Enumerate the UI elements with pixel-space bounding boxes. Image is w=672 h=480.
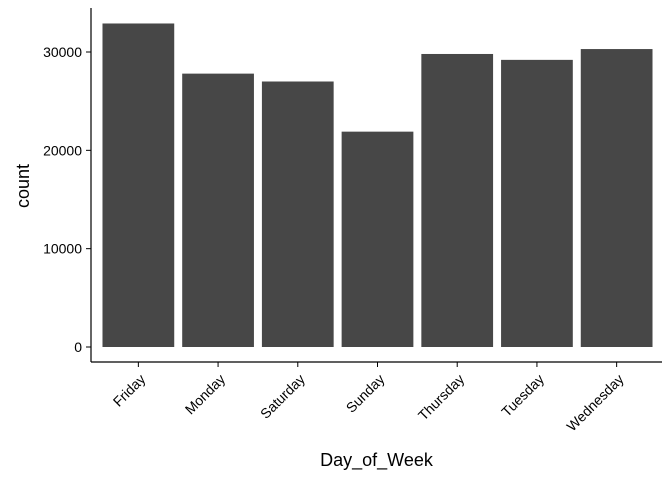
x-tick-label: Wednesday bbox=[563, 371, 626, 434]
bar-wednesday bbox=[580, 49, 653, 348]
x-tick-label: Friday bbox=[110, 371, 149, 410]
x-axis-ticks: Friday Monday Saturday Sunday Thursday Tuesda… bbox=[110, 362, 627, 434]
y-tick-label: 20000 bbox=[43, 142, 82, 158]
y-tick-label: 10000 bbox=[43, 241, 82, 257]
bar-monday bbox=[182, 73, 254, 347]
y-axis-title: count bbox=[13, 164, 33, 208]
bars-group bbox=[102, 23, 653, 348]
y-axis-ticks: 0 10000 20000 30000 bbox=[43, 44, 91, 355]
bar-sunday bbox=[341, 131, 414, 347]
x-axis-title: Day_of_Week bbox=[320, 450, 434, 471]
x-tick-label: Tuesday bbox=[498, 371, 547, 420]
x-tick-label: Saturday bbox=[257, 371, 308, 422]
bar-thursday bbox=[421, 53, 494, 347]
x-tick-label: Monday bbox=[182, 371, 229, 418]
x-tick-label: Sunday bbox=[343, 371, 388, 416]
x-tick-label: Thursday bbox=[415, 371, 468, 424]
y-tick-label: 30000 bbox=[43, 44, 82, 60]
y-tick-label: 0 bbox=[74, 339, 82, 355]
bar-tuesday bbox=[501, 59, 573, 348]
bar-friday bbox=[102, 23, 175, 347]
bar-saturday bbox=[261, 81, 334, 347]
